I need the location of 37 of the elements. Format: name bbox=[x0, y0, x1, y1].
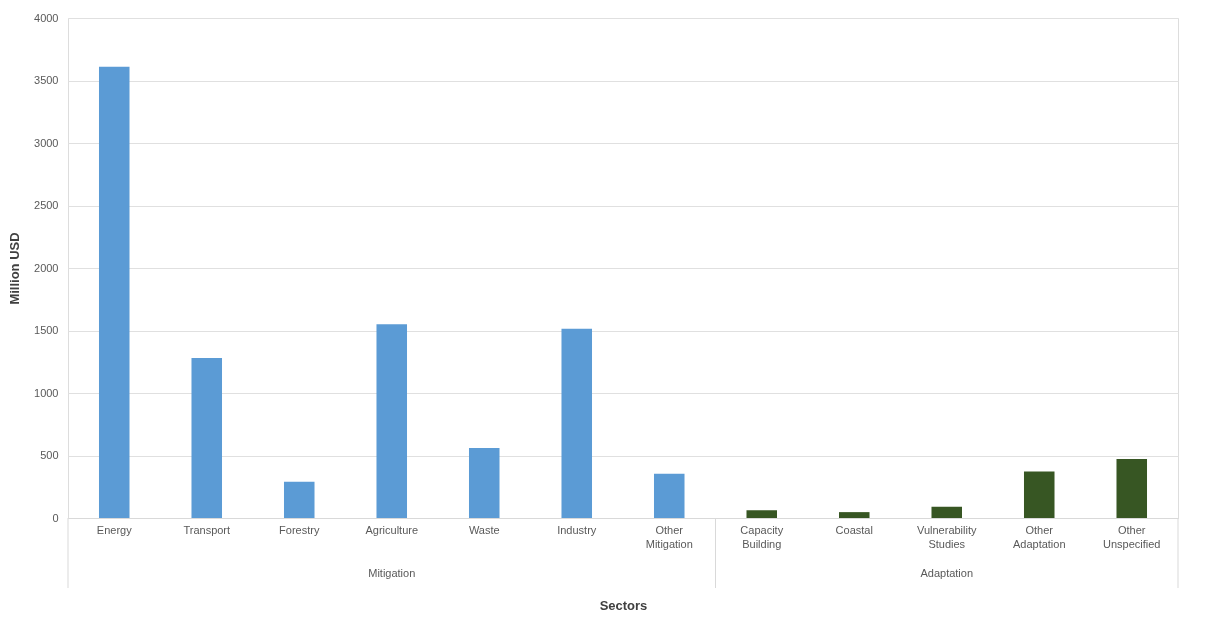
x-tick-label: Coastal bbox=[835, 523, 873, 536]
bar bbox=[283, 481, 315, 518]
x-tick-label: Forestry bbox=[279, 523, 320, 536]
x-tick-label: Agriculture bbox=[365, 523, 419, 536]
y-tick-label: 2500 bbox=[34, 199, 59, 211]
y-tick-label: 1500 bbox=[34, 324, 59, 336]
x-tick-label: Industry bbox=[557, 523, 597, 536]
x-tick-label: Other Mitigation bbox=[645, 523, 693, 550]
x-tick-label: Waste bbox=[468, 523, 500, 536]
x-tick-label: Energy bbox=[96, 523, 133, 536]
y-tick-label: 2000 bbox=[34, 261, 59, 274]
y-tick-label: 500 bbox=[40, 449, 59, 461]
x-tick-label: Capacity Building bbox=[740, 523, 784, 550]
y-tick-label: 3500 bbox=[34, 74, 59, 86]
x-tick-label: Transport bbox=[183, 523, 231, 536]
bar bbox=[838, 512, 870, 518]
bar bbox=[191, 358, 223, 518]
bar bbox=[376, 324, 408, 518]
y-tick-label: 0 bbox=[52, 511, 59, 524]
bar bbox=[1023, 471, 1055, 518]
y-tick-label: 1000 bbox=[34, 386, 59, 399]
bar bbox=[468, 448, 500, 518]
bar bbox=[1116, 459, 1148, 518]
text: Adaptation bbox=[920, 567, 974, 579]
bar bbox=[98, 66, 130, 518]
y-axis-title: Million USD bbox=[7, 232, 23, 305]
bar bbox=[931, 506, 963, 518]
y-tick-label: 3000 bbox=[34, 136, 59, 149]
bar bbox=[653, 473, 685, 518]
bar bbox=[746, 510, 778, 518]
x-tick-label: Other Unspecified bbox=[1103, 523, 1161, 550]
x-tick-label: Other Adaptation bbox=[1012, 523, 1066, 550]
y-tick-label: 4000 bbox=[34, 11, 59, 24]
bar bbox=[561, 328, 593, 518]
x-axis-title: Sectors bbox=[599, 597, 648, 613]
x-tick-label: Vulnerability Studies bbox=[916, 523, 977, 550]
text: Mitigation bbox=[368, 567, 416, 579]
